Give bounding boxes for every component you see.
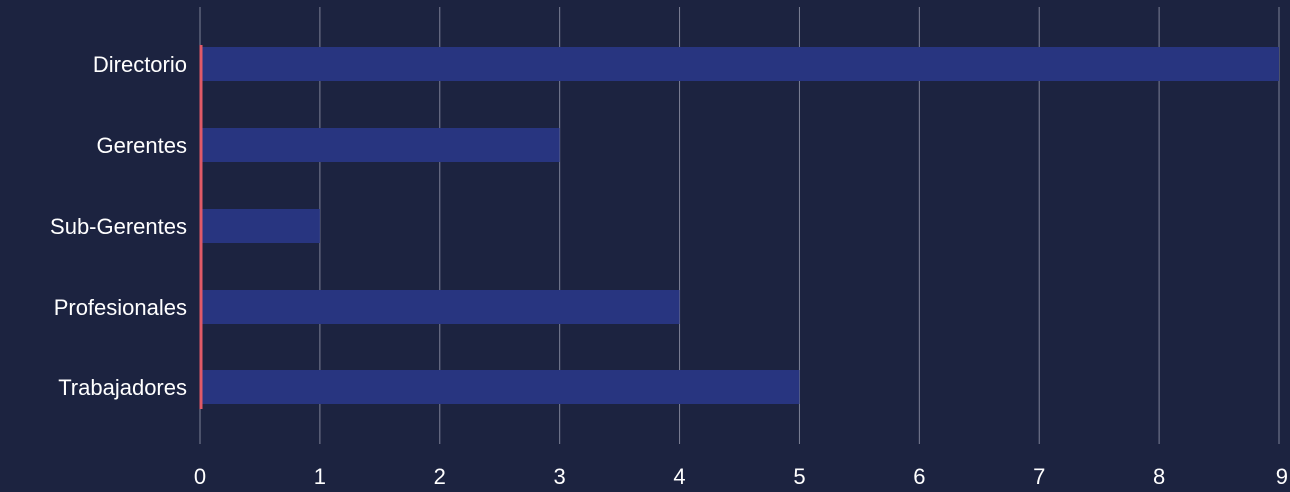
bars bbox=[200, 47, 1279, 404]
x-tick-label: 3 bbox=[554, 464, 566, 489]
category-label: Gerentes bbox=[97, 133, 188, 158]
bar-trabajadores bbox=[200, 370, 800, 404]
x-tick-label: 8 bbox=[1153, 464, 1165, 489]
category-label: Sub-Gerentes bbox=[50, 214, 187, 239]
x-tick-labels: 0 1 2 3 4 5 6 7 8 9 bbox=[194, 464, 1288, 489]
bar-sub-gerentes bbox=[200, 209, 320, 243]
bar-profesionales bbox=[200, 290, 680, 324]
category-label: Directorio bbox=[93, 52, 187, 77]
x-tick-label: 5 bbox=[793, 464, 805, 489]
category-labels: Directorio Gerentes Sub-Gerentes Profesiona… bbox=[50, 52, 187, 400]
category-label: Trabajadores bbox=[58, 375, 187, 400]
bar-directorio bbox=[200, 47, 1279, 81]
x-tick-label: 2 bbox=[434, 464, 446, 489]
bar-gerentes bbox=[200, 128, 560, 162]
x-tick-label: 1 bbox=[314, 464, 326, 489]
x-tick-label: 7 bbox=[1033, 464, 1045, 489]
x-tick-label: 9 bbox=[1276, 464, 1288, 489]
x-tick-label: 4 bbox=[673, 464, 685, 489]
x-tick-label: 6 bbox=[913, 464, 925, 489]
x-tick-label: 0 bbox=[194, 464, 206, 489]
category-label: Profesionales bbox=[54, 295, 187, 320]
